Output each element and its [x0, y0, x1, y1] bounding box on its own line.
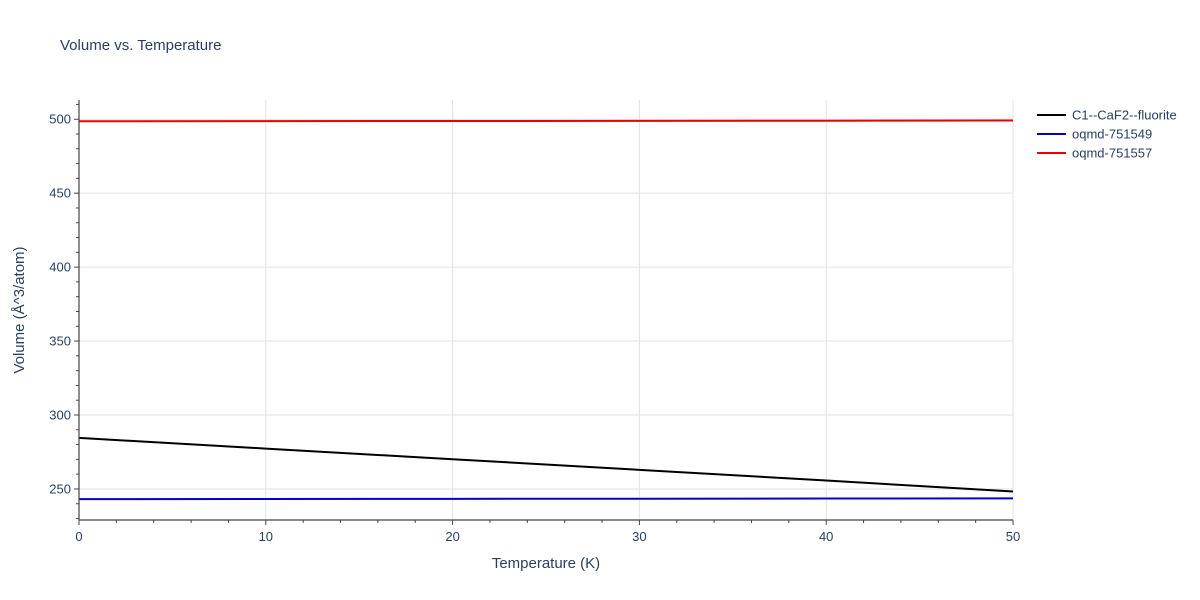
y-tick-label: 400 — [49, 260, 71, 275]
legend-item[interactable]: oqmd-751549 — [1037, 127, 1152, 142]
legend-label: oqmd-751557 — [1072, 146, 1152, 161]
legend[interactable]: C1--CaF2--fluorite oqmd-751549 oqmd-751557 — [1037, 108, 1177, 161]
y-tick-label: 500 — [49, 112, 71, 127]
x-tick-label: 40 — [819, 529, 833, 544]
axes — [74, 100, 1014, 525]
y-tick-label: 300 — [49, 408, 71, 423]
x-axis-title: Temperature (K) — [492, 555, 600, 572]
series-lines — [78, 119, 1014, 501]
legend-label: oqmd-751549 — [1072, 127, 1152, 142]
y-tick-label: 250 — [49, 481, 71, 496]
y-tick-label: 450 — [49, 186, 71, 201]
x-tick-label: 10 — [259, 529, 273, 544]
x-tick-label: 30 — [632, 529, 646, 544]
series-line — [78, 119, 1014, 123]
legend-item[interactable]: C1--CaF2--fluorite — [1037, 108, 1177, 123]
x-tick-label: 20 — [445, 529, 459, 544]
grid-lines — [79, 100, 1014, 520]
x-tick-label: 50 — [1006, 529, 1020, 544]
y-tick-label: 350 — [49, 334, 71, 349]
legend-label: C1--CaF2--fluorite — [1072, 108, 1177, 123]
series-line — [78, 497, 1014, 501]
y-axis-title: Volume (Å^3/atom) — [11, 246, 28, 373]
legend-item[interactable]: oqmd-751557 — [1037, 146, 1152, 161]
series-line — [78, 436, 1014, 493]
chart-title: Volume vs. Temperature — [60, 37, 221, 54]
x-tick-label: 0 — [75, 529, 82, 544]
tick-labels: 0 10 20 30 40 50 250 300 350 400 450 500 — [49, 112, 1020, 544]
